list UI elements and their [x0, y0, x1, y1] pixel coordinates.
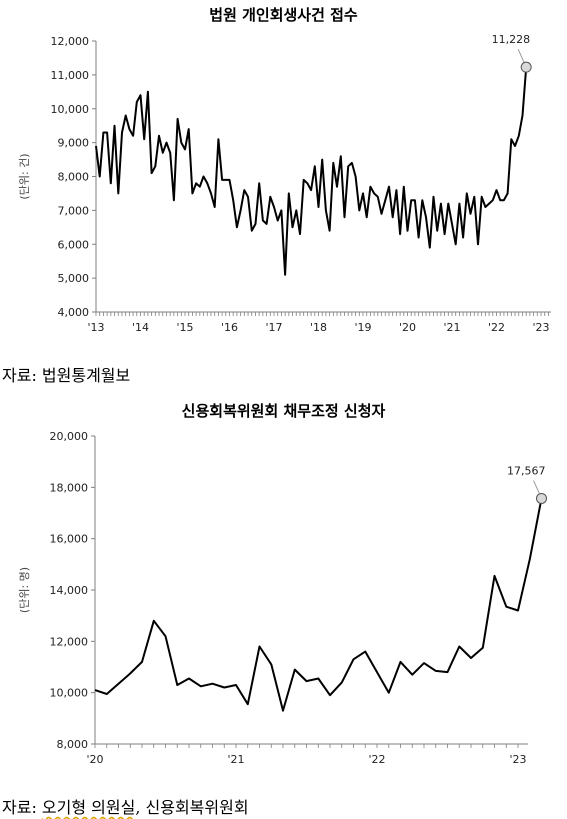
x-tick-label: '23 [509, 753, 526, 766]
x-tick-label: '22 [368, 753, 385, 766]
x-tick-label: '16 [221, 321, 238, 334]
source-prefix: 자료: [2, 798, 42, 817]
x-tick-label: '20 [86, 753, 103, 766]
x-tick-label: '21 [227, 753, 244, 766]
chart-2-plot: 8,000 10,000 12,000 14,000 16,000 18,000 20,00… [18, 430, 547, 766]
x-tick-label: '23 [532, 321, 549, 334]
source-separator: , [135, 798, 146, 817]
series-line [94, 498, 543, 712]
x-tick-label: '21 [443, 321, 460, 334]
y-tick-label: 9,000 [58, 137, 90, 150]
chart-2-source: 자료: 오기형 의원실, 신용회복위원회 [2, 794, 249, 818]
source-name-2: 신용회복위원회 [145, 798, 249, 817]
y-tick-label: 8,000 [58, 171, 90, 184]
y-tick-label: 16,000 [50, 533, 89, 546]
y-tick-label: 18,000 [50, 481, 89, 494]
y-tick-label: 12,000 [50, 635, 89, 648]
y-tick-label: 7,000 [58, 204, 90, 217]
chart-1-title: 법원 개인회생사건 접수 [209, 6, 358, 24]
chart-1-source: 자료: 법원통계월보 [2, 362, 130, 386]
y-tick-label: 5,000 [58, 272, 90, 285]
last-point-marker [536, 492, 547, 504]
y-tick-label: 6,000 [58, 238, 90, 251]
annotation-label: 11,228 [492, 33, 531, 46]
y-tick-label: 11,000 [51, 69, 90, 82]
x-tick-label: '14 [132, 321, 149, 334]
source-name: 법원통계월보 [41, 366, 131, 385]
y-tick-label: 14,000 [50, 584, 89, 597]
x-tick-label: '20 [399, 321, 416, 334]
chart-1-plot: 4,000 5,000 6,000 7,000 8,000 9,000 10,000 11,0… [18, 33, 551, 334]
x-tick-label: '17 [265, 321, 282, 334]
y-tick-label: 10,000 [51, 103, 90, 116]
source-name-1: 오기형 의원실 [41, 798, 136, 817]
annotation-label: 17,567 [507, 464, 546, 477]
series-line [95, 67, 528, 276]
chart-2-title: 신용회복위원회 채무조정 신청자 [181, 402, 386, 420]
y-axis-label: (단위: 건) [18, 153, 31, 199]
y-tick-label: 4,000 [58, 306, 90, 319]
x-tick-label: '15 [176, 321, 193, 334]
x-tick-label: '13 [87, 321, 104, 334]
y-tick-label: 12,000 [51, 35, 90, 48]
source-prefix: 자료: [2, 366, 42, 385]
x-tick-label: '18 [310, 321, 327, 334]
y-tick-label: 8,000 [57, 738, 89, 751]
last-point-marker [520, 61, 532, 73]
x-tick-label: '19 [354, 321, 371, 334]
y-axis-label: (단위: 명) [18, 567, 31, 613]
x-tick-label: '22 [488, 321, 505, 334]
y-tick-label: 10,000 [50, 687, 89, 700]
y-tick-label: 20,000 [50, 430, 89, 443]
